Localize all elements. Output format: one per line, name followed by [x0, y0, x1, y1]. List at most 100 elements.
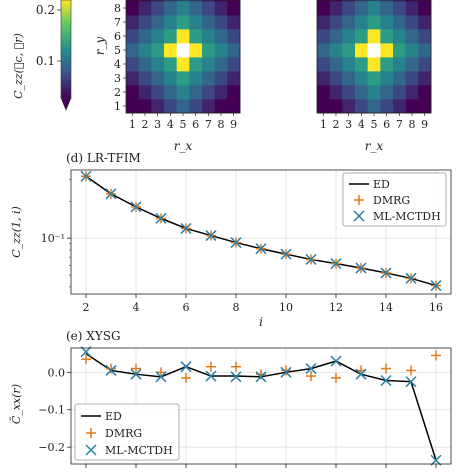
heatmap-cell — [405, 85, 419, 100]
mlmctdh-marker-b — [305, 363, 317, 375]
series-mlmctdh-point — [155, 212, 167, 224]
heatmap-cell — [393, 71, 407, 86]
heatmap-cell — [214, 43, 228, 58]
mlmctdh-marker-b — [355, 368, 367, 380]
legend-ed-label: ED — [105, 410, 122, 423]
heatmap-cell — [164, 71, 178, 86]
heatmap-cell — [367, 99, 381, 114]
heatmap-cell — [176, 15, 190, 30]
heatmap-y-tick-label: 7 — [114, 16, 121, 29]
heatmap-cell — [227, 29, 241, 44]
mlmctdh-marker-b — [180, 361, 192, 373]
series-mlmctdh-point — [230, 371, 242, 383]
series-dmrg-point — [181, 372, 191, 383]
heatmap-cell — [405, 43, 419, 58]
mlmctdh-marker-b — [155, 212, 167, 224]
y-tick-label: 10⁻¹ — [41, 232, 65, 245]
panel-d-ylabel: C_zz(1, i) — [10, 206, 23, 258]
mlmctdh-marker-b — [330, 258, 342, 270]
heatmap-cell — [418, 1, 432, 16]
heatmap-cell — [367, 43, 381, 58]
heatmap-cell — [405, 99, 419, 114]
heatmap-cell — [176, 99, 190, 114]
y-tick-label: −0.1 — [38, 404, 65, 417]
heatmap-x-tick-label: 8 — [409, 118, 416, 131]
heatmap-cell — [380, 99, 394, 114]
heatmap-cell — [138, 99, 152, 114]
heatmap-x-tick-label: 1 — [320, 118, 327, 131]
mlmctdh-marker-b — [230, 237, 242, 249]
heatmap-cell — [202, 15, 216, 30]
series-mlmctdh-point — [430, 454, 442, 466]
heatmap-cell — [214, 29, 228, 44]
heatmap-cell — [418, 85, 432, 100]
panel-d-xlabel: i — [259, 315, 263, 329]
heatmap-cell — [176, 85, 190, 100]
panel-e-frame — [70, 347, 452, 465]
series-dmrg-point — [81, 354, 91, 365]
heatmap-cell — [126, 57, 140, 72]
mlmctdh-marker-b — [280, 248, 292, 260]
heatmap-y-tick-label: 2 — [114, 86, 121, 99]
heatmap-cell — [342, 71, 356, 86]
series-mlmctdh-point — [380, 267, 392, 279]
heatmap-cell — [418, 43, 432, 58]
heatmap-cell — [164, 0, 178, 2]
heatmap-cell — [317, 43, 331, 58]
mlmctdh-marker-b — [305, 253, 317, 265]
heatmap-cell — [176, 43, 190, 58]
legend-mlmctdh-label: ML-MCTDH — [373, 210, 441, 223]
heatmap-cell — [164, 85, 178, 100]
heatmap-cell — [367, 15, 381, 30]
series-mlmctdh-point — [205, 370, 217, 382]
heatmap-cell — [317, 99, 331, 114]
heatmap-x-tick-label: 4 — [358, 118, 365, 131]
legend-dmrg-label: DMRG — [373, 194, 410, 207]
heatmap-y-tick-label: 1 — [114, 100, 121, 113]
series-dmrg-point — [281, 365, 291, 376]
heatmap-cell — [138, 29, 152, 44]
mlmctdh-marker-b — [255, 243, 267, 255]
legend-mlmctdh-marker — [353, 210, 365, 222]
heatmap-cell — [176, 0, 190, 2]
mlmctdh-marker-b — [80, 170, 92, 182]
panel-e-title: (e) XYSG — [66, 329, 121, 343]
colorbar-tick-label: 0.2 — [36, 3, 55, 17]
heatmap-cell — [189, 43, 203, 58]
panel-d-title: (d) LR-TFIM — [66, 151, 141, 165]
mlmctdh-marker-b — [230, 371, 242, 383]
panel-d-x-ticks: 2 4 6 8 10 12 14 16 — [83, 294, 443, 314]
heatmap-cell — [227, 1, 241, 16]
heatmap-x-tick-label: 4 — [167, 118, 174, 131]
heatmap-cell — [342, 29, 356, 44]
series-mlmctdh-point — [130, 368, 142, 380]
heatmap-cell — [355, 99, 369, 114]
panel-e: (e) XYSG 0.0 −0.1 −0.2 C̄_xx(r) ED DMRG ML… — [10, 329, 452, 468]
heatmap-cell — [329, 29, 343, 44]
heatmap-cell — [138, 71, 152, 86]
heatmap-x-tick-label: 2 — [142, 118, 149, 131]
heatmap-cell — [317, 71, 331, 86]
heatmap-cell — [355, 71, 369, 86]
heatmap-cell — [342, 99, 356, 114]
heatmap-cell — [355, 85, 369, 100]
heatmap-cell — [214, 57, 228, 72]
x-tick-label: 6 — [183, 301, 190, 314]
heatmap-cell — [342, 57, 356, 72]
x-tick-label: 12 — [329, 301, 343, 314]
heatmap-cell — [329, 15, 343, 30]
x-tick-label: 10 — [279, 301, 293, 314]
series-mlmctdh-point — [280, 248, 292, 260]
heatmap-cell — [355, 1, 369, 16]
heatmap-cell — [405, 15, 419, 30]
x-tick-label: 2 — [83, 301, 90, 314]
heatmap-cell — [380, 0, 394, 2]
heatmap-cell — [367, 71, 381, 86]
heatmap-ylabel: r_y — [93, 37, 107, 56]
heatmap-cell — [405, 29, 419, 44]
heatmap-x-tick-label: 5 — [371, 118, 378, 131]
heatmap-cell — [342, 0, 356, 2]
series-dmrg-point — [156, 367, 166, 378]
